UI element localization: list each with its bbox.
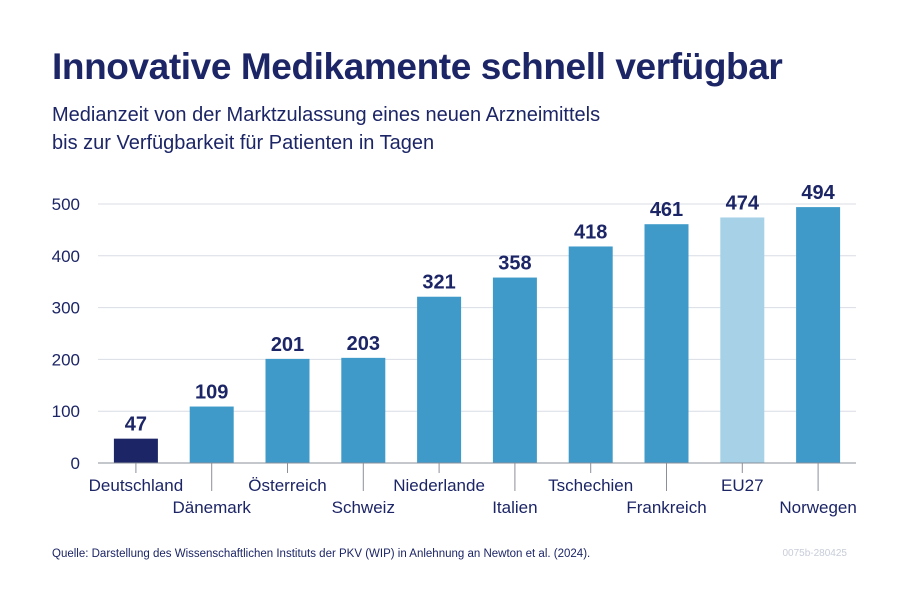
document-code: 0075b-280425 bbox=[782, 548, 847, 559]
y-tick-label: 200 bbox=[52, 350, 80, 369]
subtitle-line-1: Medianzeit von der Marktzulassung eines … bbox=[52, 104, 601, 126]
bar-frankreich bbox=[644, 224, 689, 463]
bar-eu27 bbox=[720, 217, 765, 463]
bar-schweiz bbox=[341, 357, 386, 463]
bar-deutschland bbox=[113, 438, 158, 463]
y-tick-label: 100 bbox=[52, 402, 80, 421]
value-label: 321 bbox=[422, 272, 455, 294]
category-label: Tschechien bbox=[548, 476, 633, 495]
category-label: Italien bbox=[492, 498, 537, 517]
value-label: 201 bbox=[271, 334, 304, 356]
category-label: Österreich bbox=[248, 476, 326, 495]
category-label: Norwegen bbox=[779, 498, 857, 517]
category-label: Schweiz bbox=[332, 498, 395, 517]
source-note: Quelle: Darstellung des Wissenschaftlich… bbox=[52, 548, 591, 560]
category-label: Dänemark bbox=[172, 498, 251, 517]
category-label: Deutschland bbox=[89, 476, 184, 495]
value-label: 418 bbox=[574, 221, 607, 243]
value-label: 47 bbox=[125, 414, 147, 436]
y-tick-label: 300 bbox=[52, 299, 80, 318]
value-label: 203 bbox=[347, 333, 380, 355]
category-label: Frankreich bbox=[626, 498, 706, 517]
bar-österreich bbox=[265, 358, 310, 463]
value-label: 109 bbox=[195, 382, 228, 404]
bar-niederlande bbox=[417, 296, 462, 463]
bar-dänemark bbox=[189, 406, 234, 463]
value-label: 358 bbox=[498, 253, 531, 275]
value-label: 461 bbox=[650, 199, 683, 221]
subtitle-line-2: bis zur Verfügbarkeit für Patienten in T… bbox=[52, 132, 435, 154]
page-title: Innovative Medikamente schnell verfügbar bbox=[52, 46, 783, 87]
bar-norwegen bbox=[796, 207, 841, 463]
y-tick-label: 500 bbox=[52, 195, 80, 214]
page-subtitle: Medianzeit von der Marktzulassung eines … bbox=[52, 101, 852, 157]
bar-italien bbox=[492, 277, 537, 463]
category-label: EU27 bbox=[721, 476, 764, 495]
value-label: 494 bbox=[801, 182, 835, 204]
y-tick-label: 400 bbox=[52, 247, 80, 266]
category-label: Niederlande bbox=[393, 476, 485, 495]
bar-tschechien bbox=[568, 246, 613, 463]
value-label: 474 bbox=[726, 192, 760, 214]
y-tick-label: 0 bbox=[71, 454, 80, 473]
